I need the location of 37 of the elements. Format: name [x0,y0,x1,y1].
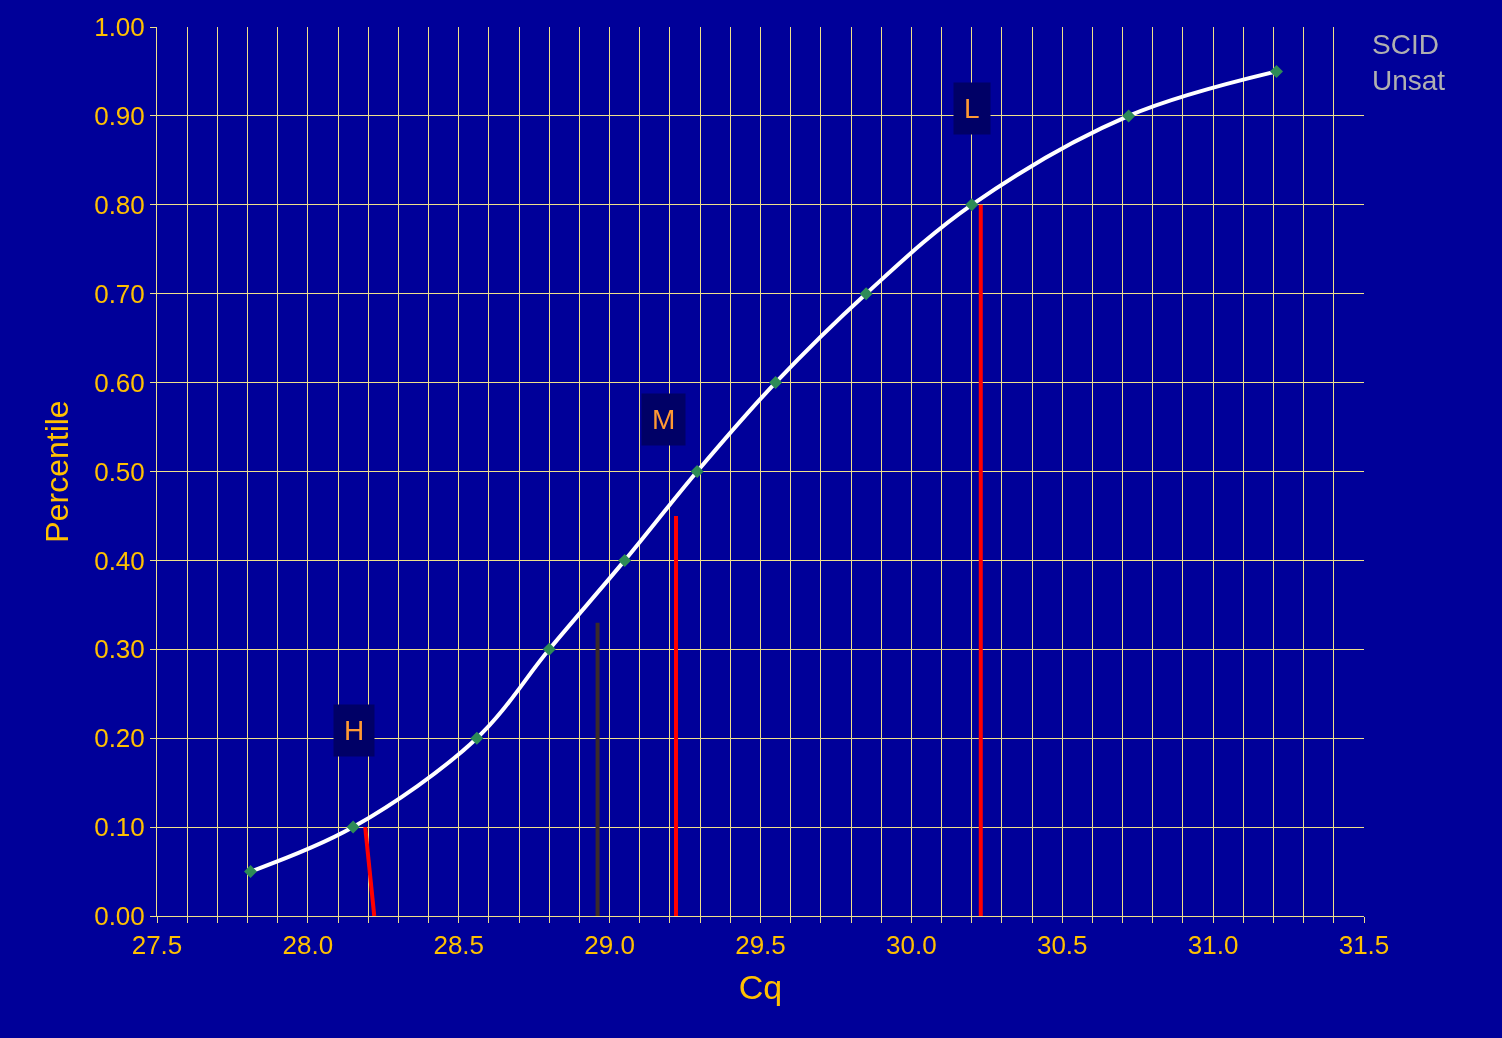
x-tick-label: 28.5 [433,930,485,961]
y-tick-label: 0.50 [94,456,145,487]
y-tick-label: 0.60 [94,367,145,398]
y-tick-label: 0.10 [94,812,145,843]
point [618,553,632,567]
x-axis-title: Cq [738,967,783,1006]
x-tick-label: 30.0 [886,930,937,961]
point [1122,109,1136,123]
point [690,465,704,478]
y-tick-label: 0.80 [94,189,145,220]
point [965,198,979,212]
y-tick-label: 0.90 [94,101,145,131]
y-tick-label: 0.70 [94,278,145,309]
point [470,731,484,745]
point [244,865,258,879]
y-tick-label: 1.00 [94,12,145,43]
y-tick-label: 0.20 [94,723,145,754]
x-tick-label: 31.5 [1338,930,1390,961]
y-tick-label: 0.00 [94,901,145,932]
point [769,376,783,390]
y-tick-label: 0.30 [94,634,145,665]
point [346,820,360,834]
y-tick-label: 0.40 [94,545,145,576]
x-tick-label: 29.0 [584,930,635,961]
text: SCID Unsat [1372,29,1446,97]
annotation: M [652,404,676,435]
point [1269,64,1283,78]
x-tick-label: 30.5 [1036,930,1088,961]
x-tick-label: 28.0 [282,930,334,961]
point [542,642,556,656]
y-axis-title: Percentile [39,400,76,543]
point [859,287,873,301]
annotation: H [344,715,365,746]
x-tick-label: 27.5 [131,930,183,961]
x-tick-label: 31.0 [1187,930,1239,961]
x-tick-label: 29.5 [735,930,786,961]
annotation: L [964,93,980,124]
